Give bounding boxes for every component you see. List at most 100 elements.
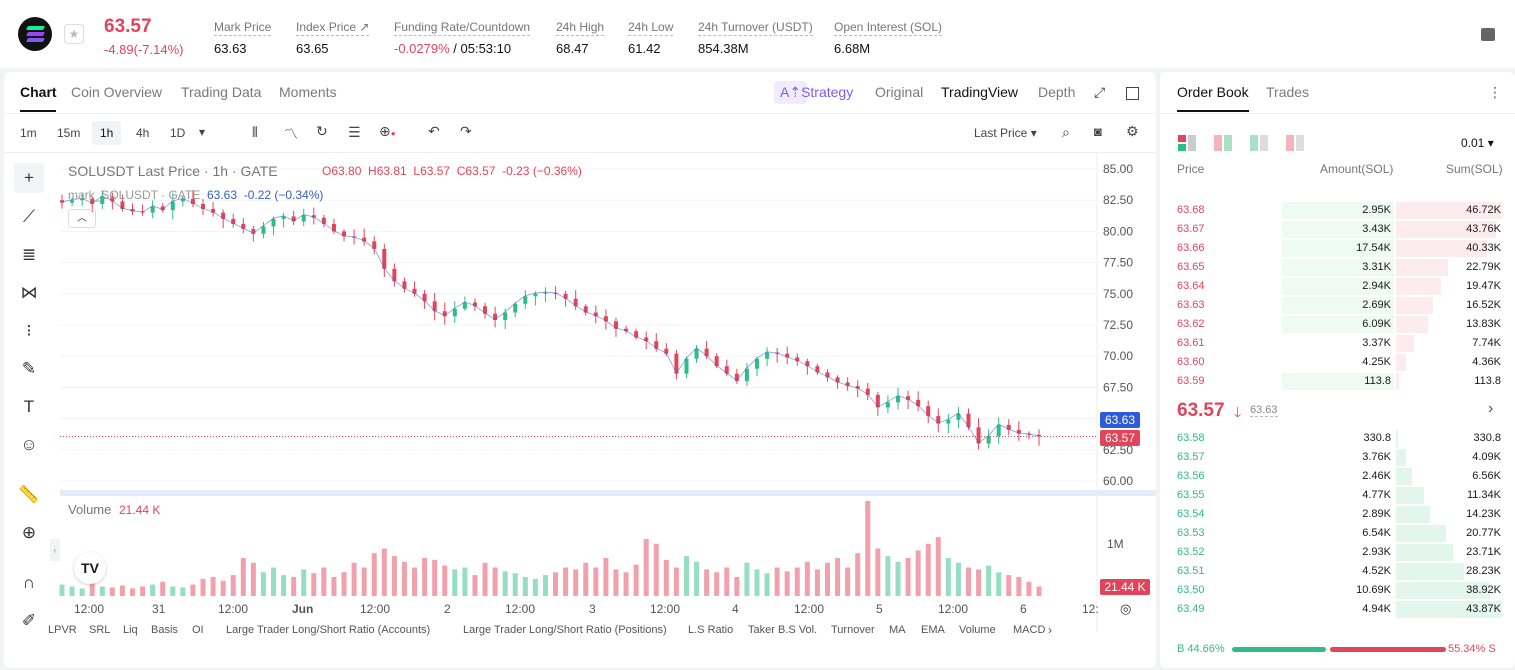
indicators-icon[interactable]: 〽 xyxy=(284,126,298,142)
indicator-ema[interactable]: EMA xyxy=(921,624,945,636)
ask-row[interactable]: 63.65 3.31K 22.79K xyxy=(1160,258,1515,277)
tradingview-logo-icon[interactable]: TV xyxy=(74,552,106,584)
volume-bar xyxy=(955,562,961,596)
indicator-ma[interactable]: MA xyxy=(889,624,906,636)
fib-tool-icon[interactable]: ≣ xyxy=(21,245,37,264)
stat-index-price[interactable]: Index Price ↗ 63.65 xyxy=(296,18,370,56)
ask-row[interactable]: 63.61 3.37K 7.74K xyxy=(1160,334,1515,353)
bid-row[interactable]: 63.52 2.93K 23.71K xyxy=(1160,543,1515,562)
depth-bar xyxy=(1396,563,1464,580)
ask-row[interactable]: 63.68 2.95K 46.72K xyxy=(1160,201,1515,220)
view-asks-icon[interactable] xyxy=(1250,135,1268,151)
favorite-star-icon[interactable]: ★ xyxy=(64,24,84,44)
collapse-legend-button[interactable]: ︿ xyxy=(68,209,96,228)
view-bids-icon[interactable] xyxy=(1214,135,1232,151)
interval-dropdown-icon[interactable]: ▾ xyxy=(199,125,206,139)
ruler-tool-icon[interactable]: 📏 xyxy=(18,485,40,504)
text-tool-icon[interactable]: T xyxy=(23,397,35,416)
tab-chart[interactable]: Chart xyxy=(20,84,57,100)
templates-icon[interactable]: ☰ xyxy=(348,124,361,140)
undo-icon[interactable]: ↶ xyxy=(428,123,440,139)
collapse-toolbar-icon[interactable]: ‹ xyxy=(50,539,60,561)
chart-settings-icon[interactable]: ◎ xyxy=(1120,601,1132,616)
ask-row[interactable]: 63.63 2.69K 16.52K xyxy=(1160,296,1515,315)
price-chart[interactable]: 85.00 82.50 80.00 77.50 75.00 72.50 70.00 67.50… xyxy=(4,72,1156,668)
tab-trading-data[interactable]: Trading Data xyxy=(181,84,262,100)
tab-coin-overview[interactable]: Coin Overview xyxy=(71,84,163,100)
expand-icon[interactable]: ⤢ xyxy=(1094,84,1106,100)
ask-row[interactable]: 63.59 113.8 113.8 xyxy=(1160,372,1515,391)
indicator-turnover[interactable]: Turnover xyxy=(831,624,875,636)
pattern-tool-icon[interactable]: ⋈ xyxy=(20,283,38,302)
chevron-right-icon[interactable]: › xyxy=(1488,400,1494,417)
indicator-liq[interactable]: Liq xyxy=(123,624,138,636)
settings-gear-icon[interactable]: ⚙ xyxy=(1126,123,1139,139)
bid-row[interactable]: 63.55 4.77K 11.34K xyxy=(1160,486,1515,505)
bid-row[interactable]: 63.49 4.94K 43.87K xyxy=(1160,600,1515,619)
tab-tradingview[interactable]: TradingView xyxy=(941,84,1019,100)
indicator-macd[interactable]: MACD xyxy=(1013,624,1046,636)
interval-1d[interactable]: 1D xyxy=(170,126,186,140)
candle-type-icon[interactable]: ⫴ xyxy=(252,124,258,140)
bid-row[interactable]: 63.58 330.8 330.8 xyxy=(1160,429,1515,448)
volume-bar xyxy=(875,548,881,596)
redo-icon[interactable]: ↷ xyxy=(460,123,472,139)
camera-icon[interactable]: ◙ xyxy=(1094,124,1102,139)
tab-original[interactable]: Original xyxy=(875,84,924,100)
projection-tool-icon[interactable]: ⁝ xyxy=(26,321,32,340)
bid-row[interactable]: 63.57 3.76K 4.09K xyxy=(1160,448,1515,467)
stat-funding-rate[interactable]: Funding Rate/Countdown -0.0279% / 05:53:1… xyxy=(394,18,531,56)
ask-row[interactable]: 63.66 17.54K 40.33K xyxy=(1160,239,1515,258)
search-icon[interactable]: ⌕ xyxy=(1062,124,1070,140)
trendline-tool-icon[interactable]: ⟋ xyxy=(23,207,35,226)
ask-row[interactable]: 63.60 4.25K 4.36K xyxy=(1160,353,1515,372)
add-alert-icon[interactable]: ⊕● xyxy=(379,123,396,139)
tab-moments[interactable]: Moments xyxy=(279,84,337,100)
bid-row[interactable]: 63.53 6.54K 20.77K xyxy=(1160,524,1515,543)
ask-row[interactable]: 63.64 2.94K 19.47K xyxy=(1160,277,1515,296)
magnet-tool-icon[interactable]: ∩ xyxy=(22,573,36,592)
pane-separator[interactable] xyxy=(60,490,1156,496)
price-type-select[interactable]: Last Price ▾ xyxy=(974,126,1037,140)
scroll-right-icon[interactable]: › xyxy=(1048,623,1052,637)
candle-body xyxy=(503,312,508,321)
indicator-oi[interactable]: OI xyxy=(192,624,204,636)
zoom-tool-icon[interactable]: ⊕ xyxy=(21,523,37,542)
view-both-icon[interactable] xyxy=(1178,135,1196,151)
indicator-basis[interactable]: Basis xyxy=(151,624,178,636)
bid-row[interactable]: 63.54 2.89K 14.23K xyxy=(1160,505,1515,524)
book-icon[interactable] xyxy=(1481,28,1495,41)
bid-row[interactable]: 63.50 10.69K 38.92K xyxy=(1160,581,1515,600)
strategy-button[interactable]: A⇡ Strategy xyxy=(774,81,853,104)
bid-row[interactable]: 63.51 4.52K 28.23K xyxy=(1160,562,1515,581)
emoji-tool-icon[interactable]: ☺ xyxy=(20,435,38,454)
ask-row[interactable]: 63.67 3.43K 43.76K xyxy=(1160,220,1515,239)
indicator-srl[interactable]: SRL xyxy=(89,624,111,636)
indicator-l-s-ratio[interactable]: L.S Ratio xyxy=(688,624,734,636)
lock-drawing-icon[interactable]: ✐ xyxy=(21,611,37,630)
precision-select[interactable]: 0.01 ▾ xyxy=(1461,136,1494,150)
interval-1m[interactable]: 1m xyxy=(20,126,37,140)
indicator-large-trader-long-short-ratio-accounts-[interactable]: Large Trader Long/Short Ratio (Accounts) xyxy=(226,624,431,636)
tab-trades[interactable]: Trades xyxy=(1266,84,1310,100)
price-change: -4.89(-7.14%) xyxy=(104,42,184,57)
window-icon[interactable] xyxy=(1126,87,1139,100)
indicator-taker-b-s-vol-[interactable]: Taker B.S Vol. xyxy=(748,624,818,636)
indicator-volume[interactable]: Volume xyxy=(959,624,996,636)
tab-depth[interactable]: Depth xyxy=(1038,84,1076,100)
view-depth-icon[interactable] xyxy=(1286,135,1304,151)
interval-15m[interactable]: 15m xyxy=(57,126,81,140)
interval-1h[interactable]: 1h xyxy=(92,121,122,145)
brush-tool-icon[interactable]: ✎ xyxy=(21,359,37,378)
more-menu-icon[interactable]: ⋮ xyxy=(1488,84,1502,100)
ask-row[interactable]: 63.62 6.09K 13.83K xyxy=(1160,315,1515,334)
tab-order-book[interactable]: Order Book xyxy=(1177,84,1249,100)
price-cell: 63.58 xyxy=(1177,432,1205,444)
stat-mark-price[interactable]: Mark Price 63.63 xyxy=(214,18,272,56)
bid-row[interactable]: 63.56 2.46K 6.56K xyxy=(1160,467,1515,486)
interval-4h[interactable]: 4h xyxy=(136,126,150,140)
replay-icon[interactable]: ↻ xyxy=(316,123,328,139)
crosshair-tool-icon[interactable]: + xyxy=(14,163,44,193)
indicator-large-trader-long-short-ratio-positions-[interactable]: Large Trader Long/Short Ratio (Positions… xyxy=(463,624,667,636)
indicator-lpvr[interactable]: LPVR xyxy=(48,624,77,636)
